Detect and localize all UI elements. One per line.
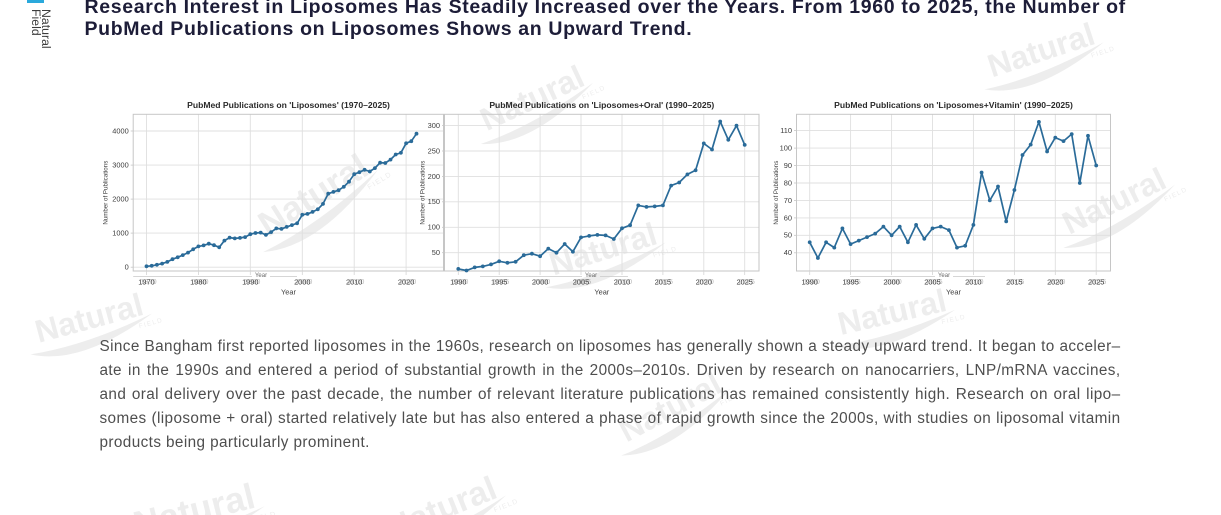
svg-text:2020: 2020 bbox=[697, 277, 713, 286]
svg-text:2020: 2020 bbox=[1047, 278, 1063, 287]
svg-text:2025: 2025 bbox=[1088, 278, 1104, 287]
svg-text:2010: 2010 bbox=[967, 277, 983, 286]
svg-text:2015: 2015 bbox=[655, 278, 671, 287]
svg-text:3000: 3000 bbox=[112, 161, 128, 170]
svg-text:2000: 2000 bbox=[532, 278, 548, 287]
svg-text:Number of Publications: Number of Publications bbox=[420, 161, 427, 225]
svg-text:2025: 2025 bbox=[1090, 277, 1106, 286]
svg-text:1990: 1990 bbox=[450, 278, 466, 287]
svg-text:80: 80 bbox=[784, 178, 792, 187]
svg-text:2010: 2010 bbox=[348, 277, 364, 286]
svg-text:2015: 2015 bbox=[657, 277, 673, 286]
svg-text:1980: 1980 bbox=[192, 277, 208, 286]
svg-text:Year: Year bbox=[946, 287, 961, 296]
svg-text:2025: 2025 bbox=[736, 278, 752, 287]
svg-text:1995: 1995 bbox=[842, 278, 858, 287]
svg-text:2020: 2020 bbox=[696, 278, 712, 287]
svg-text:Year: Year bbox=[281, 287, 296, 296]
svg-text:Year: Year bbox=[938, 273, 950, 279]
svg-text:2020: 2020 bbox=[400, 277, 416, 286]
svg-text:2015: 2015 bbox=[1008, 277, 1024, 286]
svg-text:PubMed Publications on 'Liposo: PubMed Publications on 'Liposomes+Vitami… bbox=[834, 100, 1073, 110]
svg-text:PubMed Publications on 'Liposo: PubMed Publications on 'Liposomes+Oral' … bbox=[489, 100, 714, 110]
svg-text:Year: Year bbox=[255, 273, 267, 279]
svg-text:50: 50 bbox=[784, 231, 792, 240]
svg-text:2000: 2000 bbox=[294, 278, 310, 287]
svg-text:1970: 1970 bbox=[138, 278, 154, 287]
svg-text:2010: 2010 bbox=[965, 278, 981, 287]
svg-text:1995: 1995 bbox=[491, 278, 507, 287]
svg-text:60: 60 bbox=[784, 213, 792, 222]
svg-text:40: 40 bbox=[784, 248, 792, 257]
svg-text:250: 250 bbox=[428, 146, 440, 155]
svg-text:2000: 2000 bbox=[296, 277, 312, 286]
svg-text:2010: 2010 bbox=[346, 278, 362, 287]
svg-text:150: 150 bbox=[428, 197, 440, 206]
svg-text:2005: 2005 bbox=[926, 277, 942, 286]
svg-text:1990: 1990 bbox=[801, 278, 817, 287]
svg-text:2005: 2005 bbox=[924, 278, 940, 287]
svg-text:1990: 1990 bbox=[242, 278, 258, 287]
svg-text:1995: 1995 bbox=[493, 277, 509, 286]
svg-text:100: 100 bbox=[780, 144, 792, 153]
svg-text:1000: 1000 bbox=[112, 229, 128, 238]
svg-text:2000: 2000 bbox=[534, 277, 550, 286]
svg-text:2010: 2010 bbox=[614, 278, 630, 287]
svg-text:2010: 2010 bbox=[616, 277, 632, 286]
svg-text:1990: 1990 bbox=[244, 277, 260, 286]
svg-text:Number of Publications: Number of Publications bbox=[103, 161, 110, 225]
svg-text:1970: 1970 bbox=[140, 277, 156, 286]
svg-text:300: 300 bbox=[428, 121, 440, 130]
svg-text:2005: 2005 bbox=[573, 278, 589, 287]
svg-text:2020: 2020 bbox=[1049, 277, 1065, 286]
svg-text:200: 200 bbox=[428, 172, 440, 181]
svg-text:100: 100 bbox=[428, 223, 440, 232]
svg-text:2000: 2000 bbox=[883, 278, 899, 287]
svg-text:Year: Year bbox=[585, 273, 597, 279]
svg-text:Year: Year bbox=[594, 287, 609, 296]
svg-text:110: 110 bbox=[780, 126, 792, 135]
svg-text:90: 90 bbox=[784, 161, 792, 170]
svg-text:1980: 1980 bbox=[190, 278, 206, 287]
svg-text:70: 70 bbox=[784, 196, 792, 205]
svg-text:2025: 2025 bbox=[738, 277, 754, 286]
svg-text:1995: 1995 bbox=[844, 277, 860, 286]
svg-text:Number of Publications: Number of Publications bbox=[773, 161, 780, 225]
svg-text:4000: 4000 bbox=[112, 126, 128, 135]
svg-text:2000: 2000 bbox=[112, 195, 128, 204]
svg-text:1990: 1990 bbox=[803, 277, 819, 286]
svg-text:PubMed Publications on 'Liposo: PubMed Publications on 'Liposomes' (1970… bbox=[187, 100, 390, 110]
svg-text:2015: 2015 bbox=[1006, 278, 1022, 287]
svg-text:2005: 2005 bbox=[575, 277, 591, 286]
svg-text:2020: 2020 bbox=[398, 278, 414, 287]
svg-text:50: 50 bbox=[432, 248, 440, 257]
svg-text:1990: 1990 bbox=[452, 277, 468, 286]
svg-text:2000: 2000 bbox=[885, 277, 901, 286]
svg-text:0: 0 bbox=[125, 263, 129, 272]
